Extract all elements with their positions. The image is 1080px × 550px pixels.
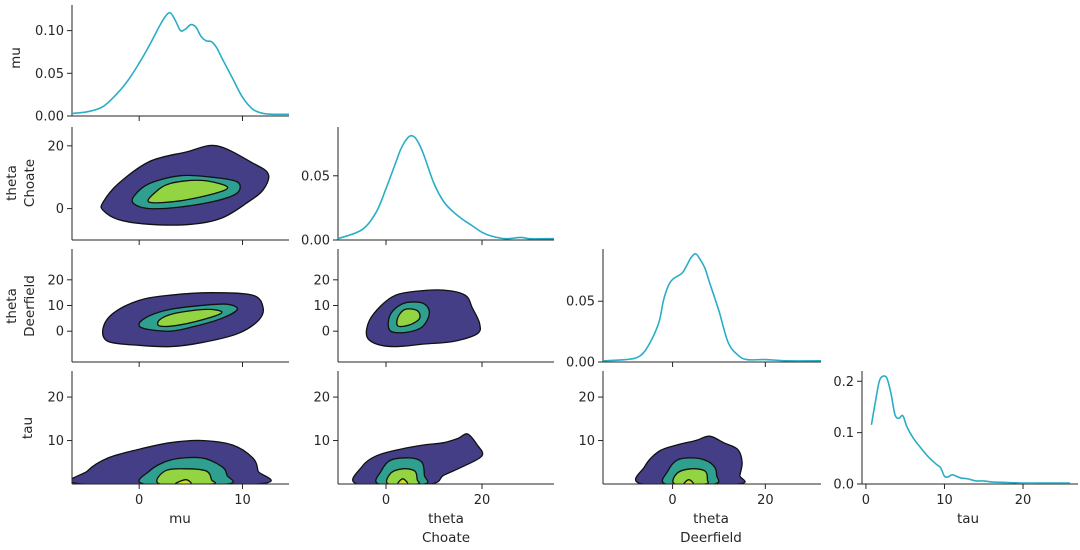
joint-theta-choate-vs-theta-deerfield-ytick-label: 20 [313, 273, 330, 288]
marginal-tau-ytick-label: 0.0 [833, 478, 854, 493]
marginal-theta-choate-ytick-label: 0.05 [301, 169, 330, 184]
plot-layer: 0.00 0.05 0.10 0.00 0.05 0.00 0.05 0.0 0.1 0.2 0 10… [35, 5, 1078, 508]
xlabel-theta-deerfield-line1: theta [693, 511, 729, 527]
joint-theta-deerfield-vs-tau-xtick-label: 0 [668, 493, 676, 508]
ylabel-theta-choate-line2: Choate [22, 159, 38, 207]
xlabel-mu: mu [169, 511, 191, 527]
marginal-theta-deerfield-kde-line [602, 253, 822, 362]
joint-mu-vs-theta-deerfield-contour-level-3 [156, 308, 223, 328]
marginal-tau-ytick-label: 0.1 [833, 426, 854, 441]
xlabel-tau: tau [957, 511, 979, 527]
marginal-mu-ytick-label: 0.05 [35, 67, 64, 82]
marginal-mu-ytick-label: 0.00 [35, 110, 64, 125]
xlabel-theta-choate-line2: Choate [422, 530, 470, 546]
xlabel-theta-deerfield-line2: Deerfield [680, 530, 742, 546]
joint-theta-choate-vs-theta-deerfield-contour-level-3 [396, 308, 421, 328]
joint-mu-vs-tau-xtick-label: 0 [135, 493, 143, 508]
marginal-mu-kde-line [71, 11, 290, 116]
joint-theta-choate-vs-tau-ytick-label: 10 [313, 434, 330, 449]
joint-theta-choate-vs-tau-xtick-label: 0 [382, 493, 390, 508]
joint-mu-vs-theta-choate-ytick-label: 20 [47, 139, 64, 154]
joint-mu-vs-theta-deerfield-ytick-label: 10 [47, 299, 64, 314]
xlabel-theta-choate-line1: theta [428, 511, 464, 527]
joint-mu-vs-tau-contour-level-4 [174, 479, 192, 484]
joint-mu-vs-theta-deerfield-ytick-label: 0 [56, 325, 64, 340]
marginal-theta-deerfield-ytick-label: 0.05 [566, 295, 595, 310]
joint-theta-deerfield-vs-tau-ytick-label: 20 [578, 391, 595, 406]
marginal-theta-choate-kde-line [337, 134, 554, 240]
joint-theta-deerfield-vs-tau-contour-level-4 [683, 479, 695, 484]
marginal-tau-xtick-label: 10 [936, 493, 953, 508]
joint-mu-vs-theta-choate-ytick-label: 0 [56, 202, 64, 217]
joint-mu-vs-theta-choate-contour-level-3 [147, 179, 229, 204]
joint-theta-choate-vs-tau-ytick-label: 20 [313, 391, 330, 406]
marginal-tau-ytick-label: 0.2 [833, 375, 854, 390]
marginal-mu-ytick-label: 0.10 [35, 24, 64, 39]
ylabel-tau: tau [20, 417, 36, 439]
joint-theta-choate-vs-theta-deerfield-ytick-label: 10 [313, 299, 330, 314]
ylabel-theta-deerfield-line2: Deerfield [22, 275, 38, 337]
joint-mu-vs-theta-deerfield-ytick-label: 20 [47, 273, 64, 288]
marginal-theta-deerfield-ytick-label: 0.00 [566, 356, 595, 371]
joint-theta-choate-vs-theta-deerfield-ytick-label: 0 [322, 325, 330, 340]
ylabel-theta-deerfield-line1: theta [4, 288, 20, 324]
joint-mu-vs-tau-contour-level-3 [156, 468, 217, 484]
ylabel-mu: mu [8, 47, 24, 69]
joint-mu-vs-tau-ytick-label: 20 [47, 391, 64, 406]
marginal-tau-xtick-label: 20 [1015, 493, 1032, 508]
marginal-tau-kde-line [870, 375, 1071, 484]
joint-mu-vs-tau-xtick-label: 10 [234, 493, 251, 508]
joint-theta-choate-vs-tau-contour-level-4 [397, 478, 409, 484]
joint-theta-deerfield-vs-tau-ytick-label: 10 [578, 434, 595, 449]
ylabel-theta-choate-line1: theta [4, 165, 20, 201]
joint-theta-choate-vs-tau-contour-level-3 [385, 468, 421, 484]
marginal-theta-choate-ytick-label: 0.00 [301, 234, 330, 249]
marginal-tau-xtick-label: 0 [862, 493, 870, 508]
joint-theta-deerfield-vs-tau-contour-level-3 [672, 468, 709, 484]
joint-mu-vs-tau-ytick-label: 10 [47, 434, 64, 449]
joint-theta-deerfield-vs-tau-xtick-label: 20 [757, 493, 774, 508]
joint-theta-choate-vs-tau-xtick-label: 20 [474, 493, 491, 508]
